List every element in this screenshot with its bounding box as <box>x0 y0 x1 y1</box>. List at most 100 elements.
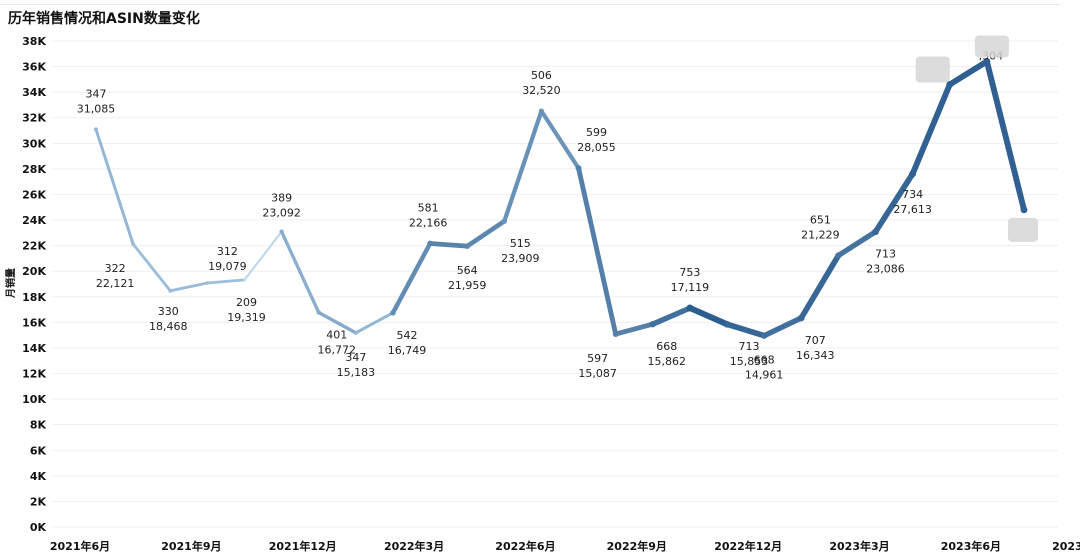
sales-value-label: 17,119 <box>671 281 710 294</box>
asin-count-label: 542 <box>396 329 417 342</box>
y-tick-label: 34K <box>22 86 46 99</box>
series-line-segment <box>872 170 916 235</box>
sales-value-label: 21,229 <box>801 228 840 241</box>
data-point[interactable] <box>168 288 173 293</box>
asin-count-label: 668 <box>656 340 677 353</box>
series-line-segment <box>243 230 283 281</box>
chart-title: 历年销售情况和ASIN数量变化 <box>8 11 200 27</box>
obscured-label <box>915 56 950 83</box>
data-point[interactable] <box>427 240 433 247</box>
series-line-segment <box>724 321 768 339</box>
asin-count-label: 581 <box>418 202 439 215</box>
asin-count-label: 312 <box>217 245 238 258</box>
series-line-segment <box>502 108 544 224</box>
top-divider <box>0 4 1060 5</box>
data-point[interactable] <box>316 310 321 315</box>
data-point[interactable] <box>464 243 471 249</box>
sales-value-label: 15,853 <box>730 355 769 368</box>
y-tick-label: 22K <box>22 240 46 253</box>
asin-count-label: 753 <box>679 266 700 279</box>
x-tick-label: 2022年12月 <box>714 539 782 553</box>
data-point[interactable] <box>1020 206 1028 214</box>
sales-value-label: 22,166 <box>409 217 448 230</box>
x-tick-label: 2023年9月 <box>1052 539 1080 553</box>
series-line-segment <box>279 230 321 315</box>
y-tick-label: 14K <box>22 342 46 355</box>
data-point[interactable] <box>93 127 99 132</box>
sales-value-label: 23,092 <box>262 207 301 220</box>
data-point[interactable] <box>538 108 545 114</box>
asin-count-label: 713 <box>739 340 760 353</box>
y-tick-label: 6K <box>30 444 47 457</box>
y-tick-label: 8K <box>30 419 47 432</box>
data-point[interactable] <box>390 310 396 316</box>
sales-value-label: 15,183 <box>337 366 376 379</box>
y-tick-label: 20K <box>22 265 46 278</box>
series-line-segment <box>354 311 395 335</box>
data-point[interactable] <box>353 330 358 335</box>
y-tick-label: 2K <box>30 495 47 508</box>
asin-count-label: 707 <box>805 334 826 347</box>
data-point[interactable] <box>575 165 582 172</box>
sales-value-label: 31,085 <box>77 102 116 115</box>
series-line-segment <box>576 165 619 337</box>
data-point[interactable] <box>205 281 210 285</box>
series-line-segment <box>205 278 246 285</box>
y-tick-label: 30K <box>22 137 46 150</box>
obscured-label <box>1008 217 1038 242</box>
asin-count-label: 389 <box>271 192 292 205</box>
y-tick-label: 0K <box>30 521 47 534</box>
sales-value-label: 32,520 <box>522 84 561 97</box>
asin-count-label: 651 <box>810 213 831 226</box>
asin-count-label: 734 <box>902 188 923 201</box>
y-tick-label: 36K <box>22 61 46 74</box>
sales-value-label: 15,862 <box>648 355 687 368</box>
series-line-segment <box>798 252 842 321</box>
data-point[interactable] <box>797 314 805 322</box>
series-line-segment <box>427 241 470 249</box>
x-tick-label: 2021年6月 <box>50 539 110 553</box>
series-line-segment <box>761 315 804 339</box>
sales-value-label: 19,079 <box>208 260 247 273</box>
data-point[interactable] <box>612 331 619 337</box>
data-point[interactable] <box>649 320 656 328</box>
data-point[interactable] <box>909 170 917 178</box>
sales-value-label: 16,749 <box>388 344 427 357</box>
data-point[interactable] <box>686 304 694 312</box>
data-point[interactable] <box>872 228 879 236</box>
data-point[interactable] <box>723 320 731 328</box>
asin-count-label: 564 <box>457 264 478 277</box>
asin-count-label: 322 <box>105 262 126 275</box>
series-line-segment <box>686 305 731 328</box>
x-tick-label: 2021年9月 <box>161 539 221 553</box>
data-point[interactable] <box>242 278 246 282</box>
y-axis-label: 月销量 <box>4 268 17 299</box>
series-line-segment <box>131 242 172 293</box>
x-tick-label: 2022年9月 <box>607 539 667 553</box>
series-line-segment <box>613 321 656 337</box>
asin-count-label: 515 <box>510 237 531 250</box>
y-tick-label: 12K <box>22 368 46 381</box>
series-line-segment <box>650 305 693 327</box>
data-point[interactable] <box>501 218 507 224</box>
data-point[interactable] <box>946 81 954 88</box>
series-line-segment <box>464 218 507 249</box>
data-point[interactable] <box>835 252 842 259</box>
x-tick-label: 2022年6月 <box>495 539 555 553</box>
asin-count-label: 713 <box>875 248 896 261</box>
y-tick-label: 38K <box>22 35 46 48</box>
sales-value-label: 15,087 <box>578 367 617 380</box>
x-tick-label: 2022年3月 <box>384 539 444 553</box>
y-tick-label: 10K <box>22 393 46 406</box>
data-point[interactable] <box>131 242 136 246</box>
x-tick-label: 2023年6月 <box>941 539 1001 553</box>
asin-count-label: 597 <box>587 352 608 365</box>
sales-value-label: 18,468 <box>149 320 188 333</box>
asin-count-label: 401 <box>326 328 347 341</box>
y-tick-label: 4K <box>30 470 47 483</box>
data-point[interactable] <box>279 229 284 234</box>
sales-value-label: 23,909 <box>501 252 540 265</box>
data-point[interactable] <box>983 58 991 65</box>
data-point[interactable] <box>760 332 768 339</box>
